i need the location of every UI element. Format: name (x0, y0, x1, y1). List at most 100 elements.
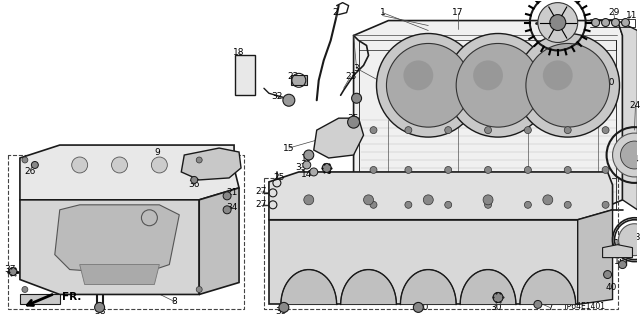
Circle shape (483, 195, 493, 205)
Circle shape (524, 201, 531, 208)
Circle shape (22, 286, 28, 293)
Text: 1: 1 (380, 8, 385, 17)
Circle shape (564, 201, 572, 208)
Text: 37: 37 (4, 265, 16, 274)
Polygon shape (269, 172, 612, 220)
Text: 2: 2 (333, 8, 339, 17)
Polygon shape (20, 294, 60, 304)
Circle shape (621, 141, 640, 169)
Circle shape (564, 167, 572, 174)
Circle shape (445, 201, 452, 208)
Text: 6: 6 (326, 167, 332, 176)
Polygon shape (578, 210, 612, 304)
Polygon shape (401, 270, 456, 304)
Bar (235, 56, 255, 95)
Text: 27: 27 (255, 187, 267, 197)
Text: 29: 29 (608, 8, 620, 17)
Text: 18: 18 (234, 48, 244, 57)
Circle shape (564, 127, 572, 134)
Circle shape (445, 127, 452, 134)
Text: 10: 10 (604, 78, 615, 87)
Circle shape (591, 19, 600, 26)
Circle shape (279, 302, 289, 312)
Circle shape (22, 157, 28, 163)
Circle shape (152, 157, 167, 173)
Circle shape (223, 192, 231, 200)
Text: 23: 23 (345, 72, 356, 81)
Circle shape (526, 43, 609, 127)
Circle shape (31, 161, 38, 168)
Circle shape (473, 60, 503, 90)
Circle shape (413, 302, 423, 312)
Text: 15: 15 (283, 144, 294, 152)
Circle shape (310, 168, 317, 176)
Circle shape (602, 167, 609, 174)
Circle shape (538, 3, 578, 42)
Text: 11: 11 (626, 11, 637, 20)
Circle shape (364, 195, 374, 205)
Text: 21: 21 (227, 188, 238, 197)
Circle shape (303, 161, 311, 169)
Polygon shape (618, 20, 637, 210)
Text: 39: 39 (275, 307, 287, 316)
Circle shape (604, 271, 612, 278)
Circle shape (348, 116, 360, 128)
Circle shape (446, 33, 550, 137)
Bar (291, 75, 307, 85)
Circle shape (191, 176, 198, 183)
Circle shape (405, 127, 412, 134)
Circle shape (351, 93, 362, 103)
Circle shape (9, 268, 17, 276)
Circle shape (602, 19, 609, 26)
Text: 14: 14 (301, 170, 312, 180)
Circle shape (602, 201, 609, 208)
Polygon shape (20, 200, 199, 294)
Circle shape (543, 195, 553, 205)
Circle shape (370, 167, 377, 174)
Circle shape (618, 261, 627, 269)
Text: 17: 17 (452, 8, 464, 17)
Text: 9: 9 (154, 147, 160, 157)
Polygon shape (199, 188, 239, 294)
Text: 22: 22 (287, 72, 298, 81)
Circle shape (196, 157, 202, 163)
Polygon shape (80, 264, 159, 285)
Circle shape (493, 293, 503, 302)
Polygon shape (460, 270, 516, 304)
Circle shape (423, 195, 433, 205)
Circle shape (445, 167, 452, 174)
Circle shape (405, 167, 412, 174)
Text: 28: 28 (630, 233, 640, 242)
Circle shape (403, 60, 433, 90)
Text: 40: 40 (606, 283, 617, 292)
Circle shape (612, 133, 640, 177)
Circle shape (72, 157, 88, 173)
Circle shape (484, 127, 492, 134)
Polygon shape (269, 220, 578, 304)
Circle shape (322, 163, 331, 173)
Text: 27: 27 (255, 200, 267, 209)
Text: 3: 3 (354, 64, 360, 73)
Text: 16: 16 (335, 134, 346, 143)
Polygon shape (314, 118, 364, 158)
Circle shape (283, 94, 295, 106)
Circle shape (370, 201, 377, 208)
Circle shape (612, 19, 620, 26)
Circle shape (405, 201, 412, 208)
Text: TP64E1401: TP64E1401 (563, 302, 605, 311)
Polygon shape (340, 270, 396, 304)
Text: 8: 8 (172, 297, 177, 306)
Text: 7: 7 (547, 303, 553, 312)
Text: 35: 35 (347, 114, 358, 123)
Circle shape (524, 127, 531, 134)
Text: 30: 30 (490, 303, 502, 312)
Circle shape (543, 60, 573, 90)
Circle shape (456, 43, 540, 127)
Circle shape (95, 302, 104, 312)
Circle shape (196, 286, 202, 293)
Text: 25: 25 (273, 174, 285, 182)
Polygon shape (353, 20, 623, 215)
Text: 20: 20 (418, 303, 429, 312)
Polygon shape (181, 148, 241, 180)
Circle shape (602, 127, 609, 134)
